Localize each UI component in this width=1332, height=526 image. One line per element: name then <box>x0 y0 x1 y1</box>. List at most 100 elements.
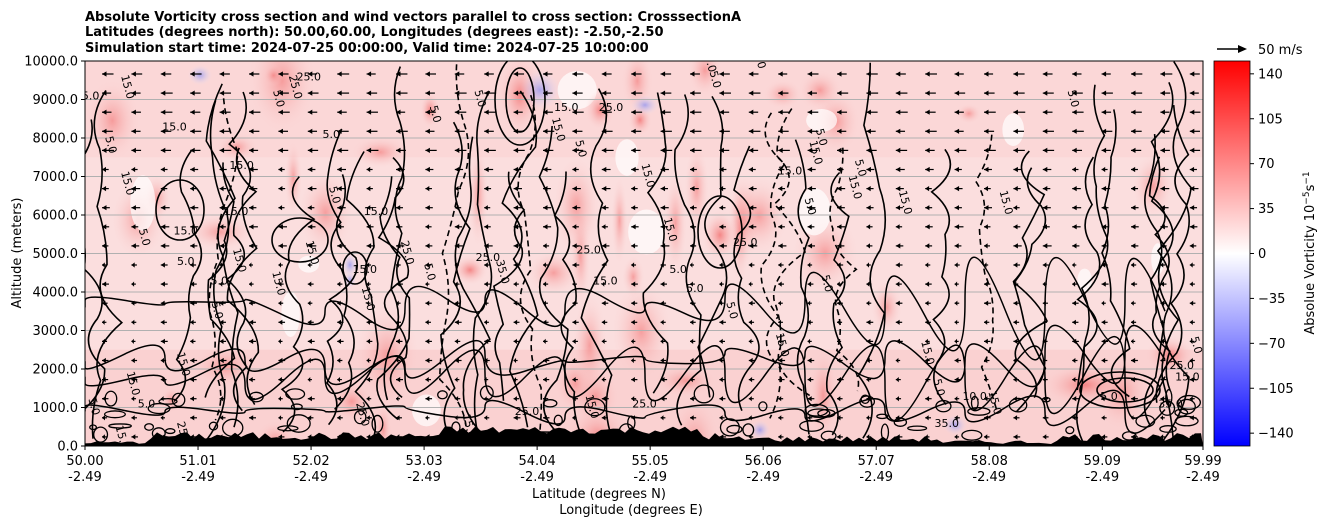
wind-vector-head <box>601 147 607 153</box>
wind-vector-head <box>925 396 930 402</box>
wind-vector-head <box>660 262 664 268</box>
wind-vector-head <box>337 338 342 344</box>
wind-vector-head <box>1013 205 1018 211</box>
wind-vector-head <box>690 186 695 192</box>
wind-vector-head <box>866 205 871 211</box>
wind-vector-head <box>1101 319 1106 325</box>
wind-vector-head <box>895 281 900 287</box>
contour-label: 15.0 <box>303 239 322 266</box>
wind-vector-head <box>307 396 312 402</box>
wind-vector-head <box>925 281 930 287</box>
wind-vector-head <box>1013 243 1018 249</box>
contour-label: 15.0 <box>174 351 193 378</box>
wind-vector-head <box>925 377 929 383</box>
wind-vector-head <box>1013 281 1017 287</box>
wind-vector-head <box>1072 90 1077 96</box>
wind-vector-head <box>748 262 753 268</box>
x-tick-label-lat: 57.07 <box>858 454 895 469</box>
field-blob-positive <box>263 64 284 87</box>
wind-vector-head <box>454 186 459 192</box>
colorbar-tick-label: −140 <box>1258 427 1294 442</box>
wind-vector-head <box>572 186 577 192</box>
wind-vector-head <box>601 128 607 134</box>
wind-vector-head <box>484 205 488 211</box>
wind-vector-head <box>131 338 134 344</box>
wind-vector-head <box>954 377 959 383</box>
contour-label: 5.0 <box>852 158 869 178</box>
wind-vector-head <box>160 377 165 383</box>
contour-line <box>580 88 613 433</box>
wind-vector-head <box>366 71 372 77</box>
wind-vector-head <box>484 319 488 325</box>
wind-vector-head <box>1101 166 1106 173</box>
wind-vector-head <box>660 396 665 402</box>
contour-line <box>673 94 702 426</box>
wind-vector-head <box>925 243 930 249</box>
wind-vector-head <box>895 109 901 115</box>
wind-vector-head <box>337 281 341 287</box>
wind-vector-head <box>425 281 428 287</box>
wind-vector-head <box>748 300 753 306</box>
wind-vector-head <box>249 262 252 268</box>
wind-vector-head <box>1072 109 1077 115</box>
wind-vector-head <box>131 281 135 287</box>
wind-vector-head <box>660 300 664 306</box>
wind-vector-head <box>513 357 517 364</box>
wind-vector-head <box>543 128 548 134</box>
contour-labels: 5.0 15.015.05.015.05.0 15.05.015.015.05.05… <box>85 50 1203 446</box>
field-blob-neutral <box>1077 268 1092 292</box>
wind-vector-head <box>1013 224 1018 230</box>
wind-vector-head <box>278 357 283 364</box>
wind-vector-head <box>690 166 695 173</box>
wind-vector-head <box>837 338 840 344</box>
wind-vector-head <box>454 109 460 115</box>
wind-vector-head <box>690 281 693 287</box>
wind-vector-head <box>866 396 871 402</box>
wind-vector-head <box>425 109 430 115</box>
wind-vector-head <box>337 166 342 173</box>
wind-vector-head <box>601 300 606 306</box>
wind-vector-head <box>1101 71 1107 77</box>
wind-vector-head <box>778 109 783 115</box>
wind-vector-head <box>601 109 607 115</box>
wind-vector-head <box>1042 300 1046 306</box>
wind-vector-head <box>895 205 901 211</box>
wind-vector-head <box>425 396 430 402</box>
wind-vector-head <box>954 128 960 134</box>
wind-vector-head <box>631 71 636 77</box>
wind-vector-head <box>954 300 958 306</box>
wind-vector-head <box>190 396 195 402</box>
wind-vector-head <box>425 377 429 383</box>
wind-vector-head <box>572 147 577 153</box>
wind-vector-head <box>190 281 195 287</box>
wind-vector-head <box>748 319 752 325</box>
wind-vector-head <box>807 262 811 268</box>
contour-label: 15.0 <box>229 159 254 172</box>
wind-vector-head <box>1189 415 1194 421</box>
contour-near-surface <box>1159 400 1176 416</box>
wind-vector-head <box>249 186 254 192</box>
contour-line <box>772 108 811 397</box>
wind-vector-head <box>601 205 606 211</box>
wind-vector-head <box>1072 319 1076 325</box>
contour-label: 35.0 <box>493 258 512 285</box>
x-tick-label-lon: -2.49 <box>294 470 328 485</box>
wind-vector-head <box>1101 90 1107 96</box>
wind-vector-head <box>1072 415 1076 421</box>
contour-label: 5.0 <box>751 50 768 70</box>
wind-vector-head <box>278 224 283 230</box>
wind-vector-head <box>543 300 546 306</box>
wind-vector-head <box>1131 300 1134 306</box>
contour-line <box>538 125 569 432</box>
wind-vector-head <box>895 90 901 96</box>
wind-vector-head <box>219 243 225 249</box>
y-tick-label: 6000.0 <box>33 209 79 224</box>
wind-vector-head <box>1131 71 1136 77</box>
wind-vector-head <box>543 224 548 230</box>
wind-vector-head <box>1131 396 1136 402</box>
colorbar-gradient <box>1213 60 1251 447</box>
wind-vector-head <box>484 128 489 134</box>
wind-vector-head <box>1101 357 1106 364</box>
contour-label: 5.0 <box>669 263 687 276</box>
contour-label: 5.0 <box>472 88 489 108</box>
